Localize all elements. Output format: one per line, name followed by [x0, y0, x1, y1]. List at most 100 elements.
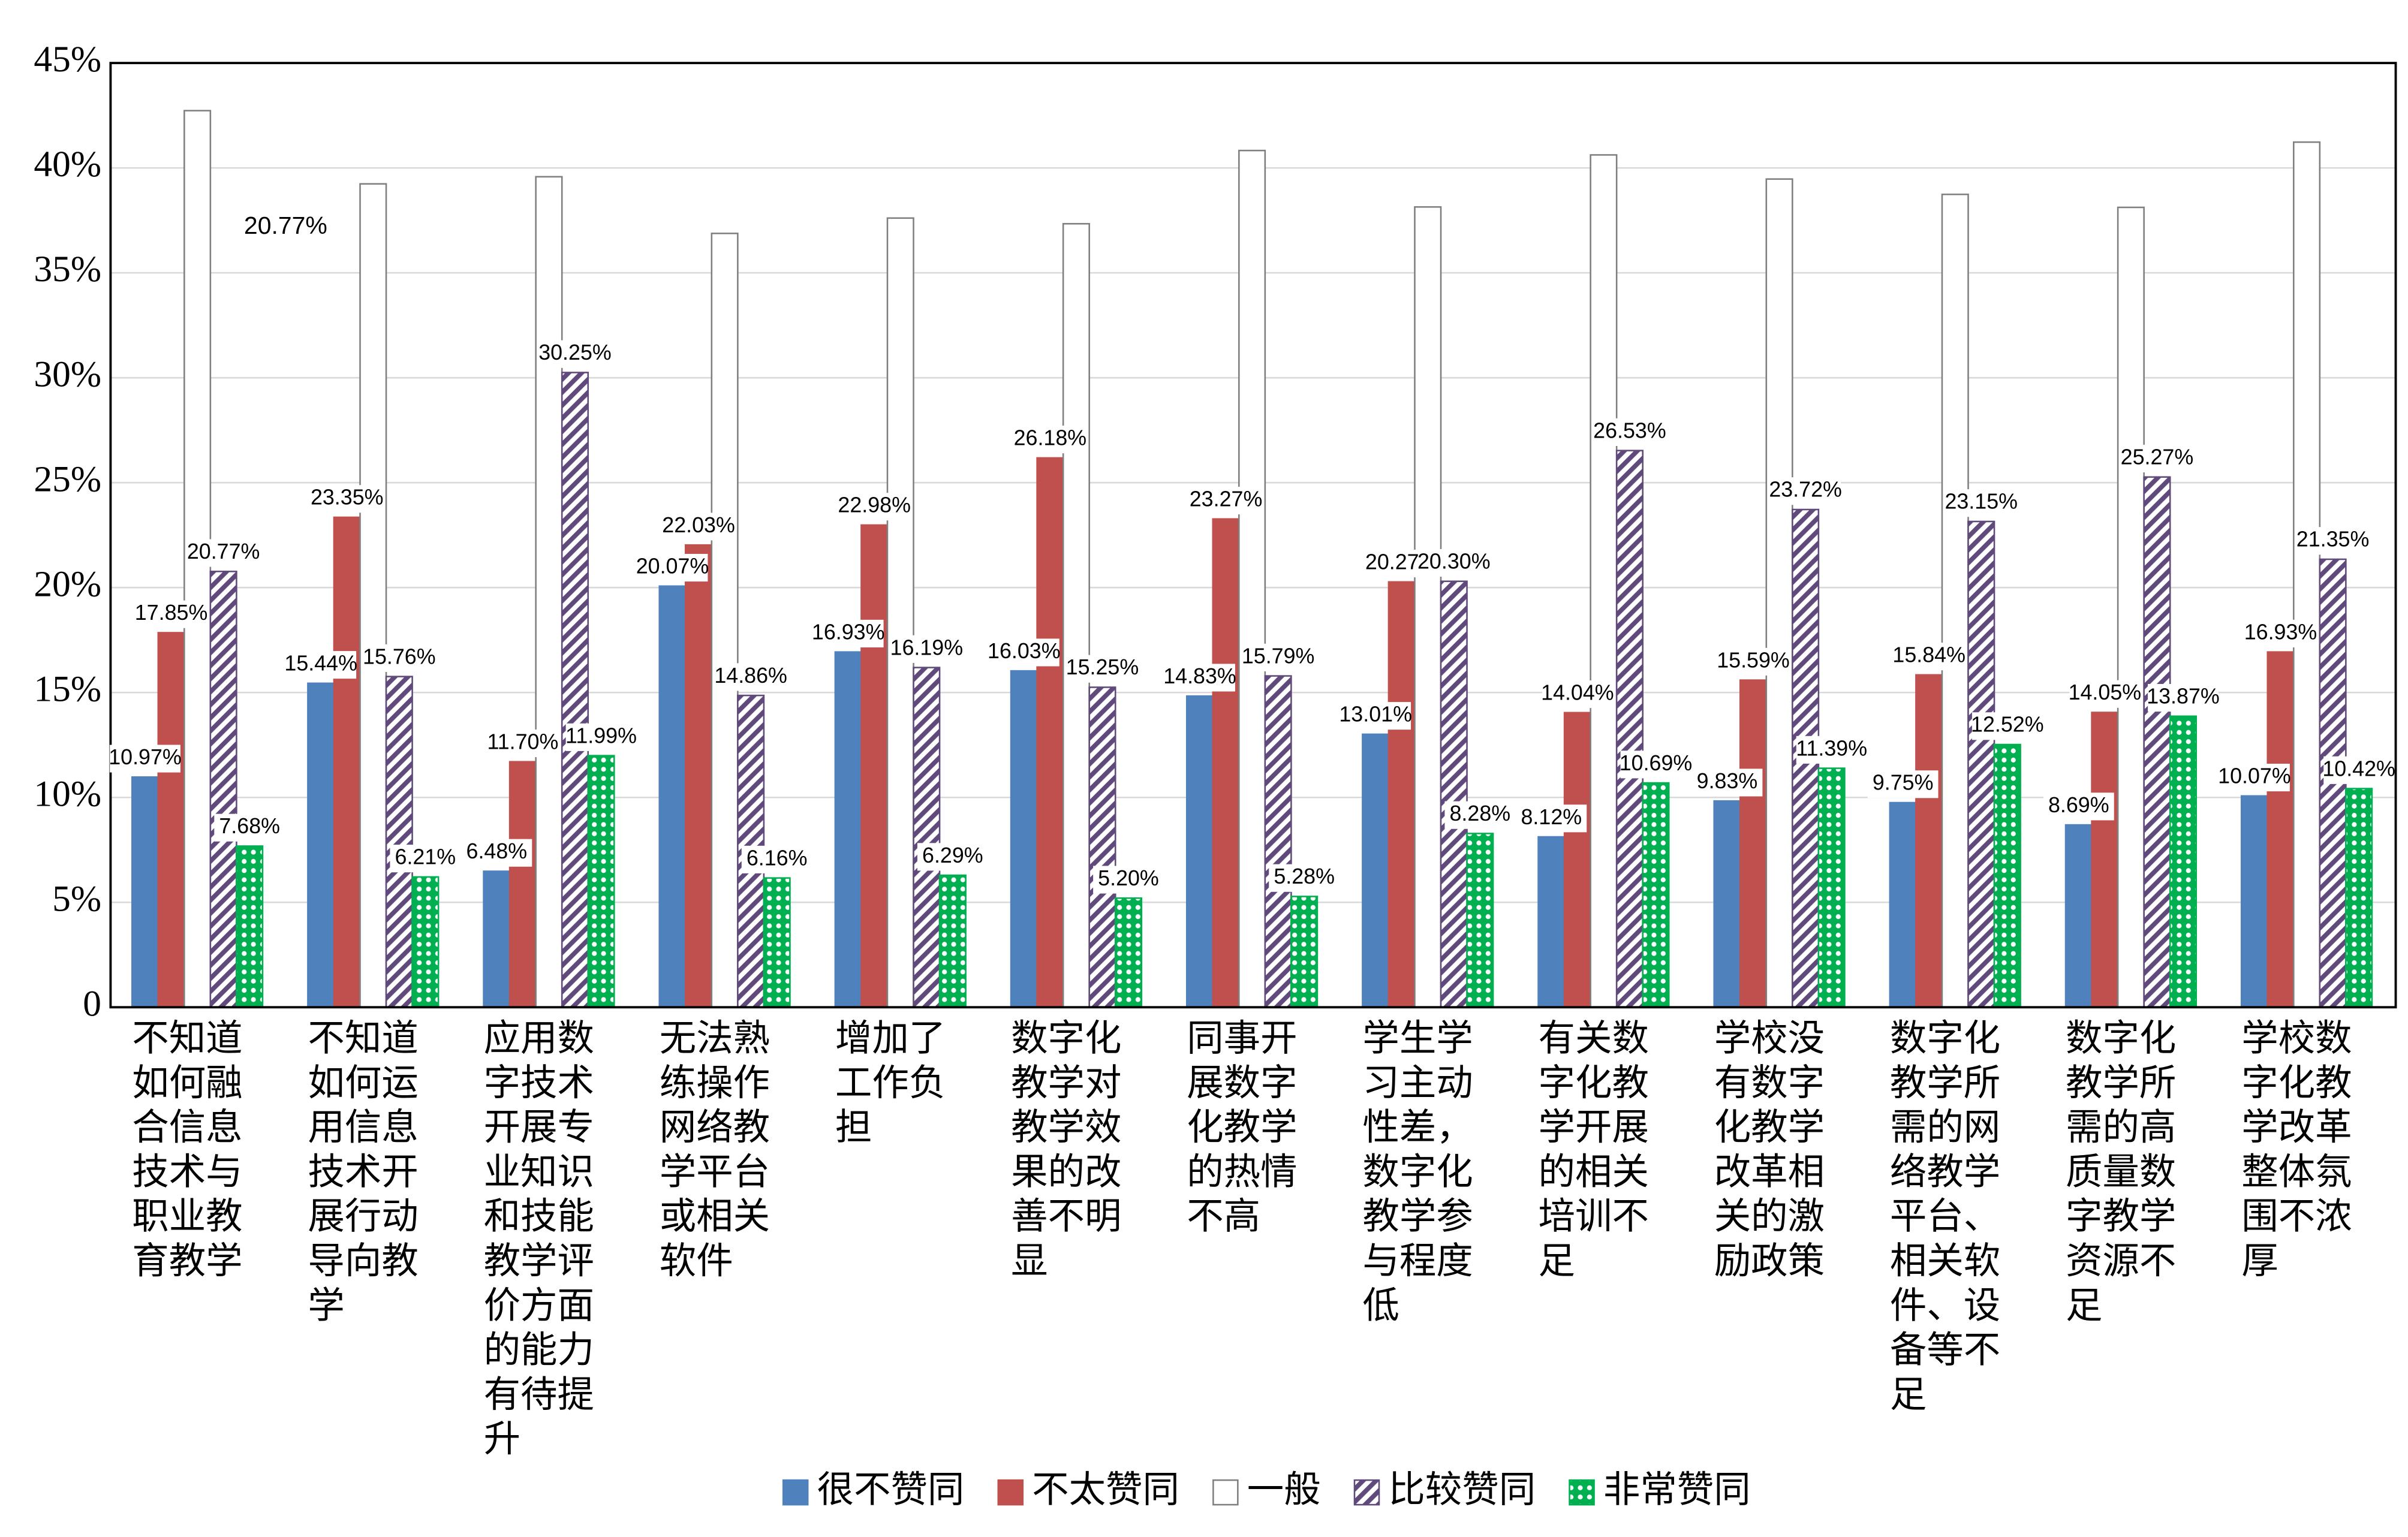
- value-label-bg: [2043, 792, 2114, 821]
- bar: [658, 585, 687, 1008]
- value-label: 20.77%: [187, 540, 260, 563]
- value-label: 15.59%: [1717, 648, 1790, 672]
- value-label-bg: [2121, 444, 2193, 473]
- value-label: 9.83%: [1697, 769, 1758, 793]
- bar: [1739, 679, 1768, 1008]
- value-label: 6.29%: [922, 843, 983, 867]
- x-tick-label: 学生学习主动性差，数字化教学参与程度低: [1362, 1017, 1473, 1327]
- value-label: 23.35%: [311, 486, 384, 510]
- value-label-bg: [1444, 801, 1516, 829]
- bar: [1062, 222, 1090, 1008]
- y-tick-label: 40%: [34, 144, 101, 185]
- bar: [236, 845, 264, 1008]
- legend-swatch: [1353, 1479, 1380, 1506]
- value-label: 22.03%: [662, 513, 735, 537]
- bar: [1889, 801, 1917, 1008]
- bar: [1088, 686, 1116, 1008]
- x-tick-label: 不知道如何运用信息技术开展行动导向教学: [308, 1017, 418, 1327]
- value-label: 9.75%: [1873, 771, 1934, 795]
- value-label-bg: [188, 539, 259, 567]
- bar: [1185, 695, 1214, 1008]
- value-label: 20.07%: [636, 554, 709, 578]
- bar: [1114, 897, 1143, 1008]
- labels: 0 5% 10% 15% 20% 25% 30% 35% 40% 45% 10.97% 17.85% 2…: [34, 39, 2395, 1511]
- bar: [2117, 206, 2145, 1008]
- bar: [1010, 670, 1038, 1008]
- value-label: 10.42%: [2322, 757, 2395, 780]
- value-label: 16.93%: [2244, 620, 2317, 644]
- bar: [1817, 767, 1846, 1008]
- bar: [1993, 743, 2021, 1008]
- value-label-bg: [1242, 643, 1314, 671]
- bar: [913, 667, 941, 1008]
- value-label: 5.28%: [1274, 864, 1335, 888]
- value-label: 6.16%: [747, 846, 808, 870]
- value-label-bg: [988, 638, 1059, 667]
- y-tick-label: 0: [83, 983, 101, 1024]
- plot-frame: [109, 62, 2397, 1009]
- bar: [385, 676, 413, 1008]
- value-label-bg: [1015, 426, 1086, 454]
- value-label: 21.35%: [2296, 528, 2370, 551]
- value-label-bg: [1691, 768, 1763, 797]
- legend-label: 非常赞同: [1603, 1469, 1751, 1511]
- y-tick-label: 45%: [34, 39, 101, 80]
- value-label: 26.18%: [1014, 426, 1087, 450]
- value-label: 13.01%: [1339, 703, 1412, 727]
- value-label: 6.21%: [395, 845, 456, 869]
- bar: [1290, 896, 1319, 1008]
- value-label-bg: [214, 813, 285, 842]
- value-label-bg: [1340, 702, 1411, 730]
- x-tick-label: 增加了工作负担: [835, 1017, 946, 1149]
- bar: [685, 544, 713, 1008]
- value-label: 11.70%: [487, 730, 558, 754]
- value-label-bg: [891, 635, 962, 663]
- value-label: 15.84%: [1892, 643, 1965, 667]
- y-tick-label: 10%: [34, 773, 101, 814]
- legend-swatch: [997, 1479, 1024, 1506]
- annotation: 20.77%: [244, 212, 327, 239]
- value-label: 8.69%: [2048, 793, 2109, 817]
- x-tick-label: 学校数字化教学改革整体氛围不浓厚: [2241, 1017, 2352, 1282]
- bar: [2169, 715, 2198, 1008]
- value-label-bg: [110, 745, 180, 773]
- x-tick-label: 学校没有数字化教学改革相关的激励政策: [1714, 1017, 1825, 1282]
- y-tick-label: 30%: [34, 354, 101, 394]
- bar: [1915, 674, 1943, 1008]
- value-label-bg: [461, 839, 532, 867]
- legend-swatch: [1212, 1479, 1239, 1506]
- x-tick-label: 数字化教学对教学效果的改善不明显: [1011, 1017, 1121, 1282]
- bar: [1615, 450, 1644, 1008]
- value-label-bg: [1770, 477, 1841, 505]
- value-label-bg: [1516, 804, 1587, 833]
- value-label: 14.05%: [2069, 680, 2142, 704]
- value-label-bg: [540, 340, 610, 368]
- bar: [1387, 581, 1416, 1008]
- value-label: 20.30%: [1417, 549, 1491, 573]
- bar: [157, 632, 185, 1008]
- value-label: 23.15%: [1945, 490, 2018, 514]
- value-label-bg: [2297, 527, 2368, 555]
- bar: [2091, 712, 2119, 1008]
- bar: [333, 516, 361, 1008]
- value-label-bg: [1796, 736, 1867, 764]
- x-tick-label: 无法熟练操作网络教学平台或相关软件: [660, 1017, 770, 1282]
- value-label: 8.28%: [1450, 801, 1511, 825]
- bar: [834, 651, 862, 1008]
- value-label: 12.52%: [1971, 713, 2044, 737]
- x-tick-label: 数字化教学所需的高质量数字教学资源不足: [2066, 1017, 2176, 1327]
- value-label: 16.19%: [890, 635, 964, 659]
- bar: [711, 233, 739, 1008]
- value-label-bg: [363, 644, 435, 672]
- y-tick-label: 35%: [34, 249, 101, 290]
- bar: [307, 682, 335, 1008]
- bar: [483, 870, 511, 1008]
- bar: [886, 217, 914, 1008]
- y-tick-label: 15%: [34, 668, 101, 709]
- bar: [1414, 206, 1442, 1008]
- bar: [561, 372, 589, 1008]
- value-label-bg: [663, 513, 734, 541]
- value-label: 6.48%: [466, 839, 528, 863]
- value-label-bg: [311, 485, 383, 513]
